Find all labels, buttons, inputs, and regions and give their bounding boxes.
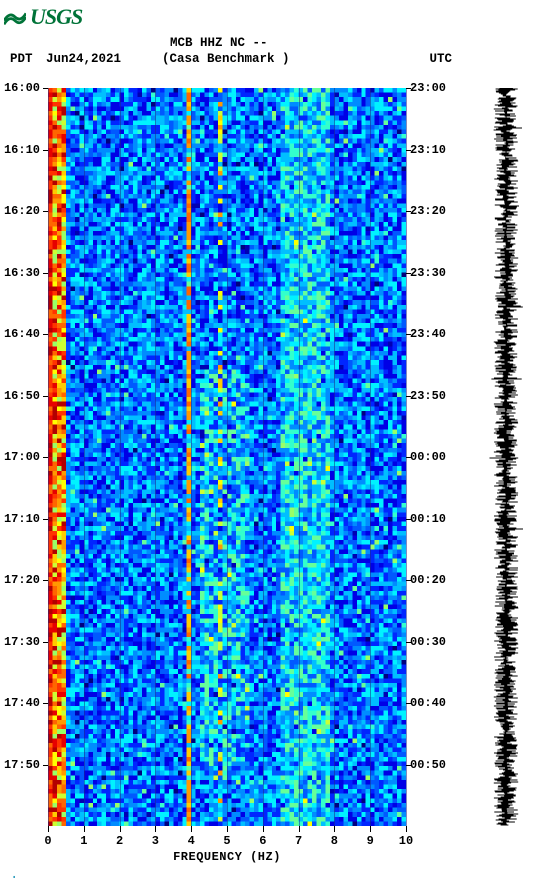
xtick-mark: [334, 826, 335, 832]
xtick-label: 7: [295, 834, 302, 848]
xtick-label: 3: [152, 834, 159, 848]
usgs-swoosh-icon: [4, 7, 26, 27]
spectrogram-plot: 16:0023:0016:1023:1016:2023:2016:3023:30…: [48, 88, 406, 826]
xtick-mark: [191, 826, 192, 832]
footnote-mark: ·: [10, 870, 18, 886]
x-axis: FREQUENCY (HZ) 012345678910: [48, 826, 406, 866]
ytick-left-label: 16:30: [4, 266, 48, 280]
ytick-right-label: 23:00: [406, 81, 446, 95]
xtick-mark: [48, 826, 49, 832]
xtick-label: 6: [259, 834, 266, 848]
xtick-mark: [155, 826, 156, 832]
ytick-right-label: 00:40: [406, 696, 446, 710]
xtick-label: 5: [223, 834, 230, 848]
ytick-left-label: 16:00: [4, 81, 48, 95]
ytick-left-label: 17:50: [4, 758, 48, 772]
xtick-label: 10: [399, 834, 413, 848]
ytick-left-label: 17:30: [4, 635, 48, 649]
page-root: USGS PDT Jun24,2021 MCB HHZ NC -- (Casa …: [0, 0, 552, 892]
xtick-mark: [84, 826, 85, 832]
ytick-left-label: 17:00: [4, 450, 48, 464]
xtick-mark: [299, 826, 300, 832]
ytick-right-label: 00:50: [406, 758, 446, 772]
ytick-right-label: 23:30: [406, 266, 446, 280]
header-date: Jun24,2021: [46, 52, 121, 66]
xtick-mark: [263, 826, 264, 832]
ytick-right-label: 00:10: [406, 512, 446, 526]
ytick-left-label: 16:20: [4, 204, 48, 218]
xtick-mark: [120, 826, 121, 832]
ytick-right-label: 23:20: [406, 204, 446, 218]
ytick-left-label: 17:20: [4, 573, 48, 587]
xtick-label: 8: [331, 834, 338, 848]
timezone-right: UTC: [429, 52, 452, 66]
waveform-path: [490, 88, 524, 825]
xtick-mark: [406, 826, 407, 832]
header-site: (Casa Benchmark ): [162, 52, 290, 66]
ytick-right-label: 23:10: [406, 143, 446, 157]
xtick-mark: [370, 826, 371, 832]
seismogram-panel: [470, 88, 542, 826]
ytick-left-label: 16:50: [4, 389, 48, 403]
ytick-right-label: 23:40: [406, 327, 446, 341]
ytick-right-label: 00:30: [406, 635, 446, 649]
xtick-label: 0: [44, 834, 51, 848]
spectrogram-heatmap: [48, 88, 406, 826]
timezone-left: PDT: [10, 52, 33, 66]
ytick-left-label: 16:10: [4, 143, 48, 157]
xtick-label: 9: [367, 834, 374, 848]
header-station: MCB HHZ NC --: [170, 36, 268, 50]
seismogram-waveform: [470, 88, 542, 826]
ytick-right-label: 23:50: [406, 389, 446, 403]
xtick-mark: [227, 826, 228, 832]
usgs-logo-text: USGS: [30, 4, 82, 30]
xtick-label: 4: [188, 834, 195, 848]
ytick-left-label: 17:10: [4, 512, 48, 526]
ytick-right-label: 00:00: [406, 450, 446, 464]
usgs-logo: USGS: [4, 4, 82, 30]
xtick-label: 2: [116, 834, 123, 848]
xtick-label: 1: [80, 834, 87, 848]
x-axis-label: FREQUENCY (HZ): [173, 850, 281, 864]
ytick-right-label: 00:20: [406, 573, 446, 587]
ytick-left-label: 16:40: [4, 327, 48, 341]
ytick-left-label: 17:40: [4, 696, 48, 710]
